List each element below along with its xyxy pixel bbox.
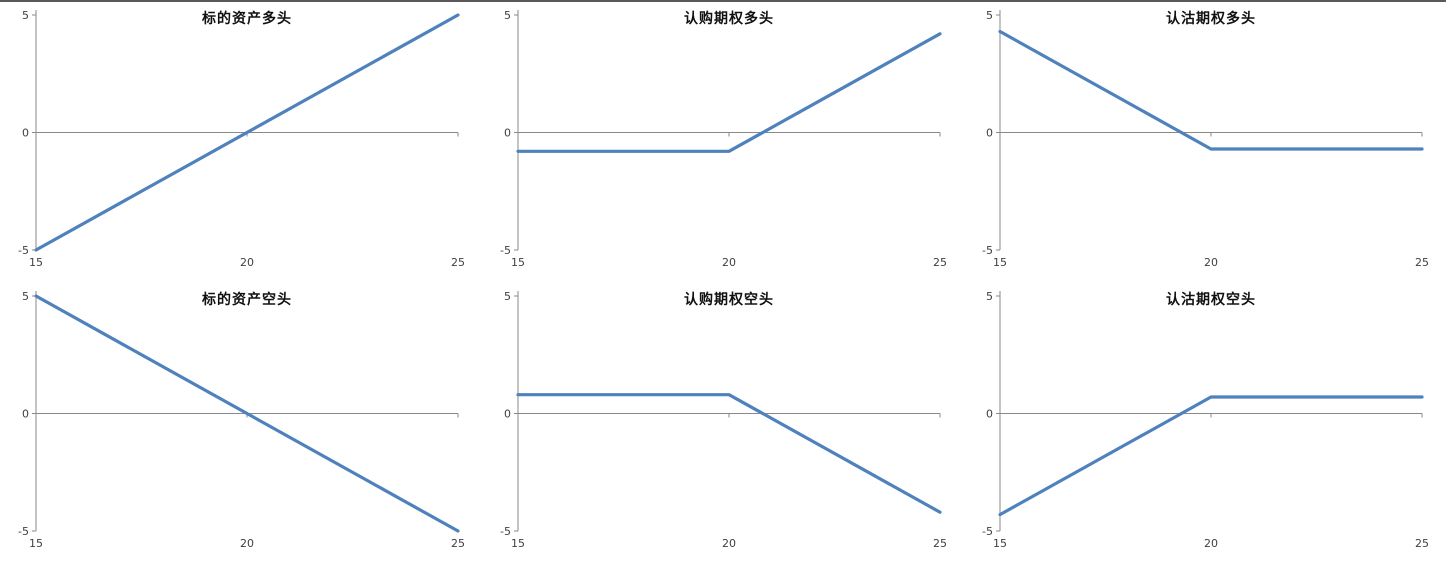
x-tick-label: 25: [933, 537, 947, 550]
chart-long-underlying: 标的资产多头 5 0 -5 15 20 25: [0, 2, 482, 283]
chart-plot-area: 5 0 -515 20 25: [500, 290, 947, 550]
chart-long-call: 认购期权多头 5 0 -5 15 20 25: [482, 2, 964, 283]
y-tick-label: 5: [22, 9, 29, 22]
y-tick-label: 0: [986, 127, 993, 140]
x-tick-label: 20: [722, 256, 736, 269]
x-tick-label: 25: [451, 537, 465, 550]
x-tick-label: 20: [722, 537, 736, 550]
y-tick-label: 5: [986, 290, 993, 303]
y-tick-label: -5: [18, 525, 29, 538]
payoff-line: [34, 294, 460, 533]
x-tick-label: 15: [29, 537, 43, 550]
chart-short-underlying: 标的资产空头 5 0 -5 15 20 25: [0, 283, 482, 564]
chart-plot-area: 5 0 -515 20 25: [982, 290, 1429, 550]
x-tick-label: 15: [511, 537, 525, 550]
x-tick-label: 20: [1204, 256, 1218, 269]
payoff-line: [998, 395, 1424, 517]
y-tick-label: 0: [504, 408, 511, 421]
payoff-line: [998, 29, 1424, 151]
y-tick-label: -5: [982, 244, 993, 257]
chart-long-put: 认沽期权多头 5 0 -5 15 20 25: [964, 2, 1446, 283]
x-tick-label: 20: [240, 256, 254, 269]
x-tick-label: 25: [451, 256, 465, 269]
x-tick-label: 25: [1415, 256, 1429, 269]
payoff-line: [516, 393, 942, 514]
chart-short-call: 认购期权空头 5 0 -5 15 20 25: [482, 283, 964, 564]
y-tick-label: -5: [500, 525, 511, 538]
y-tick-label: 5: [504, 290, 511, 303]
y-tick-label: 0: [986, 408, 993, 421]
chart-plot-area: 5 0 -515 20 25: [982, 9, 1429, 269]
chart-plot-area: 5 0 -515 20 25: [500, 9, 947, 269]
x-tick-label: 20: [1204, 537, 1218, 550]
y-tick-label: 0: [22, 127, 29, 140]
y-tick-label: 5: [22, 290, 29, 303]
x-tick-label: 15: [29, 256, 43, 269]
x-tick-label: 15: [993, 256, 1007, 269]
x-tick-label: 25: [933, 256, 947, 269]
chart-plot-area: 5 0 -515 20 25: [18, 290, 465, 550]
payoff-line: [516, 32, 942, 153]
y-tick-label: 0: [22, 408, 29, 421]
chart-plot-area: 5 0 -515 20 25: [18, 9, 465, 269]
chart-short-put: 认沽期权空头 5 0 -5 15 20 25: [964, 283, 1446, 564]
y-tick-label: 0: [504, 127, 511, 140]
x-tick-label: 15: [511, 256, 525, 269]
x-tick-label: 20: [240, 537, 254, 550]
y-tick-label: -5: [500, 244, 511, 257]
y-tick-label: -5: [982, 525, 993, 538]
x-tick-label: 15: [993, 537, 1007, 550]
y-tick-label: 5: [986, 9, 993, 22]
y-tick-label: 5: [504, 9, 511, 22]
y-tick-label: -5: [18, 244, 29, 257]
x-tick-label: 25: [1415, 537, 1429, 550]
payoff-line: [34, 13, 460, 252]
